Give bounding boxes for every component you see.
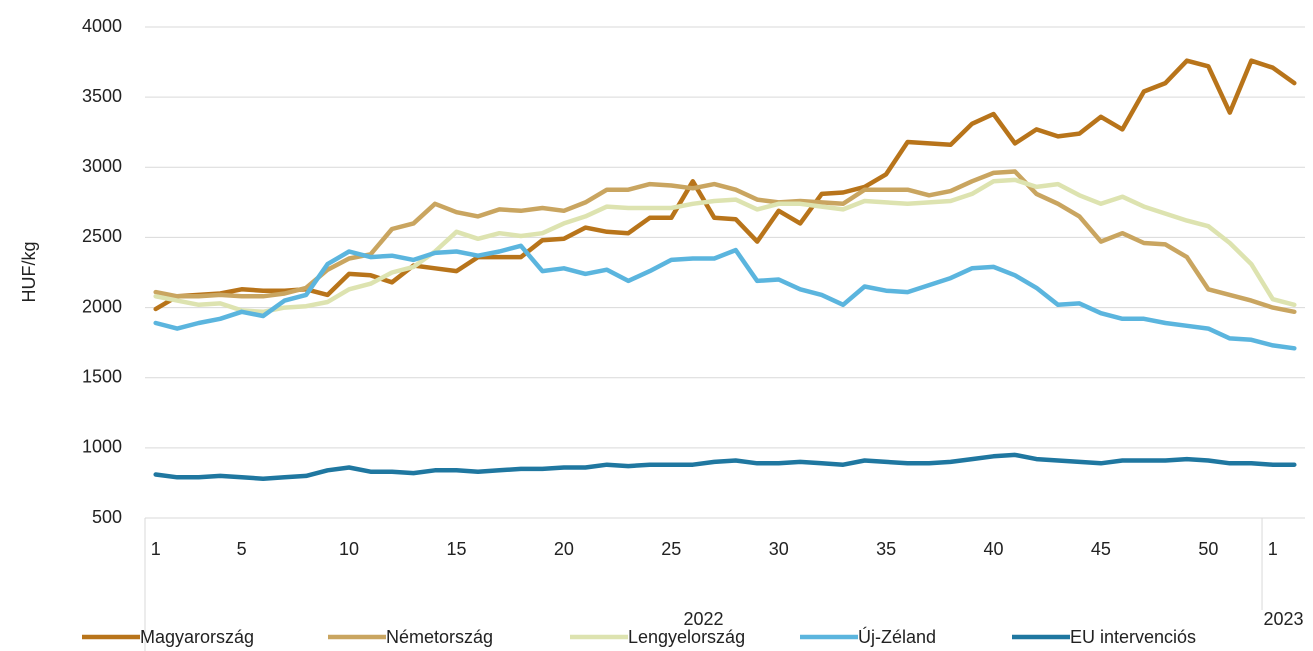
legend-label: Új-Zéland (858, 626, 936, 647)
x-tick-label: 1 (151, 539, 161, 559)
x-tick-label: 1 (1268, 539, 1278, 559)
legend-label: Magyarország (140, 627, 254, 647)
legend-label: Lengyelország (628, 627, 745, 647)
x-tick-label: 40 (984, 539, 1004, 559)
y-tick-label: 1500 (82, 366, 122, 386)
series-line (153, 177, 1297, 315)
x-tick-label: 45 (1091, 539, 1111, 559)
y-tick-label: 2000 (82, 296, 122, 316)
series-line (153, 243, 1297, 351)
x-tick-label: 15 (446, 539, 466, 559)
y-tick-label: 3000 (82, 156, 122, 176)
series-line (153, 452, 1297, 481)
y-tick-label: 4000 (82, 16, 122, 36)
y-tick-label: 1000 (82, 437, 122, 457)
x-tick-label: 25 (661, 539, 681, 559)
x-tick-label: 10 (339, 539, 359, 559)
x-tick-label: 30 (769, 539, 789, 559)
y-tick-label: 500 (92, 507, 122, 527)
group-label: 2022 (683, 609, 723, 629)
x-tick-label: 20 (554, 539, 574, 559)
y-tick-label: 3500 (82, 86, 122, 106)
group-label: 2023 (1263, 609, 1303, 629)
x-tick-label: 50 (1198, 539, 1218, 559)
x-tick-label: 35 (876, 539, 896, 559)
y-tick-label: 2500 (82, 226, 122, 246)
x-tick-label: 5 (237, 539, 247, 559)
legend-label: EU intervenciós (1070, 627, 1196, 647)
series-line (153, 169, 1297, 315)
y-axis-label: HUF/kg (19, 241, 39, 302)
legend-label: Németország (386, 627, 493, 647)
series-line (153, 58, 1297, 312)
